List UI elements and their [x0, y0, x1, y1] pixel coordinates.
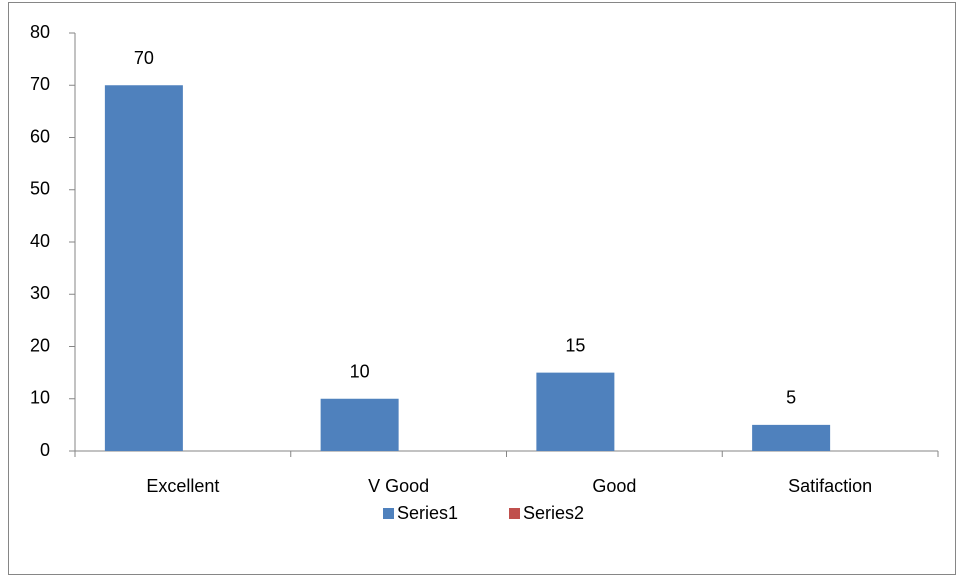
data-label: 5: [786, 388, 796, 408]
y-tick-label: 0: [40, 440, 50, 460]
y-tick-label: 70: [30, 74, 50, 94]
x-tick-label: Satifaction: [788, 476, 872, 496]
data-label: 70: [134, 48, 154, 68]
bar: [320, 398, 399, 451]
y-tick-label: 60: [30, 126, 50, 146]
data-label: 10: [350, 362, 370, 382]
bar: [104, 85, 183, 451]
legend-swatch: [509, 508, 520, 519]
y-tick-label: 30: [30, 283, 50, 303]
data-label: 15: [565, 335, 585, 355]
y-tick-label: 50: [30, 179, 50, 199]
y-tick-label: 20: [30, 335, 50, 355]
legend-label: Series2: [523, 503, 584, 523]
y-tick-label: 80: [30, 22, 50, 42]
legend-label: Series1: [397, 503, 458, 523]
x-tick-label: Excellent: [146, 476, 219, 496]
x-tick-label: Good: [592, 476, 636, 496]
x-tick-label: V Good: [368, 476, 429, 496]
bar: [752, 424, 831, 451]
y-tick-label: 10: [30, 388, 50, 408]
y-tick-label: 40: [30, 231, 50, 251]
legend-swatch: [383, 508, 394, 519]
bar: [536, 372, 615, 451]
